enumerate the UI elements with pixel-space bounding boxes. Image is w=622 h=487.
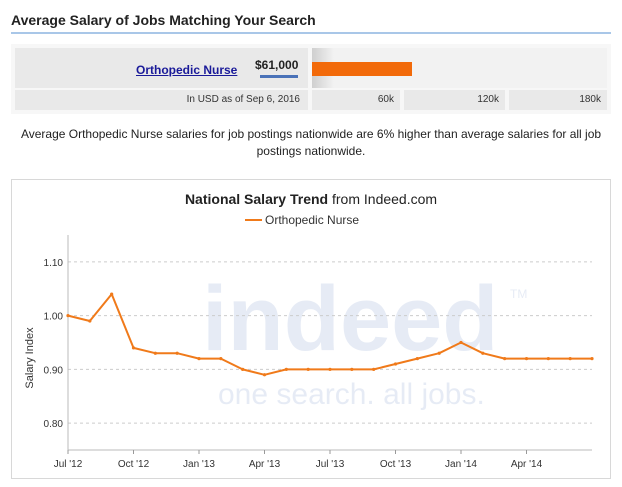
salary-underline: [260, 75, 298, 78]
x-tick-label: Jul '13: [316, 459, 345, 470]
data-point: [88, 319, 92, 323]
salary-bar-cell: [312, 48, 607, 88]
chart-title: National Salary Trend from Indeed.com: [185, 191, 437, 207]
job-title-cell: Orthopedic Nurse $61,000: [15, 48, 308, 88]
x-tick-label: Jan '14: [445, 459, 477, 470]
data-point: [437, 351, 441, 355]
data-point: [175, 351, 179, 355]
chart-legend: Orthopedic Nurse: [245, 213, 359, 227]
data-point: [503, 357, 507, 361]
salary-comparison-text: Average Orthopedic Nurse salaries for jo…: [20, 127, 602, 158]
axis-layer: 0.80 0.90 1.00 1.10 Jul '12 Oct '12 Jan '13 Apr…: [44, 235, 592, 470]
data-point: [219, 357, 223, 361]
salary-bar: [312, 62, 412, 76]
chart-title-bold: National Salary Trend: [185, 191, 328, 207]
data-point: [110, 292, 114, 296]
x-tick-label: Jan '13: [183, 459, 215, 470]
x-tick-label: Apr '13: [249, 459, 281, 470]
chart-canvas: indeed TM one search. all jobs. National…: [24, 191, 594, 470]
data-point: [393, 362, 398, 366]
watermark-tagline: one search. all jobs.: [218, 378, 485, 411]
data-point: [568, 357, 572, 361]
salary-value: $61,000: [255, 58, 299, 72]
title-divider: [11, 32, 611, 34]
scale-label-60k: 60k: [312, 90, 400, 110]
data-point: [546, 357, 550, 361]
y-tick-label: 0.80: [44, 419, 64, 430]
y-axis-label: Salary Index: [24, 327, 36, 389]
scale-label-180k: 180k: [509, 90, 607, 110]
data-point: [328, 367, 332, 371]
data-point: [66, 314, 70, 318]
data-point: [284, 367, 288, 371]
scale-label-120k: 120k: [404, 90, 505, 110]
data-point: [459, 340, 463, 345]
data-point: [197, 357, 201, 361]
data-point: [590, 357, 594, 361]
data-point: [372, 367, 376, 371]
chart-title-rest: from Indeed.com: [328, 191, 437, 207]
salary-trend-chart: indeed TM one search. all jobs. National…: [11, 179, 611, 479]
y-tick-label: 1.10: [44, 258, 64, 269]
job-title-link[interactable]: Orthopedic Nurse: [136, 63, 238, 77]
page-title: Average Salary of Jobs Matching Your Sea…: [11, 12, 316, 28]
x-tick-label: Apr '14: [511, 459, 543, 470]
data-point: [524, 357, 529, 361]
y-tick-label: 0.90: [44, 365, 64, 376]
data-point: [306, 367, 310, 371]
indeed-watermark: indeed TM one search. all jobs.: [202, 268, 527, 411]
data-point: [153, 351, 157, 355]
legend-label: Orthopedic Nurse: [265, 213, 359, 227]
series-layer: [66, 292, 594, 377]
currency-note: In USD as of Sep 6, 2016: [15, 90, 308, 110]
data-point: [262, 373, 267, 377]
data-point: [481, 351, 485, 355]
x-tick-label: Jul '12: [54, 459, 83, 470]
x-tick-label: Oct '13: [380, 459, 412, 470]
x-tick-label: Oct '12: [118, 459, 150, 470]
data-point: [131, 346, 136, 350]
data-point: [350, 367, 354, 371]
watermark-logo: indeed: [202, 268, 498, 370]
data-point: [241, 367, 245, 371]
y-tick-label: 1.00: [44, 312, 64, 323]
salary-summary-table: Orthopedic Nurse $61,000 In USD as of Se…: [11, 44, 611, 114]
watermark-trademark: TM: [510, 287, 527, 301]
data-point: [415, 357, 419, 361]
